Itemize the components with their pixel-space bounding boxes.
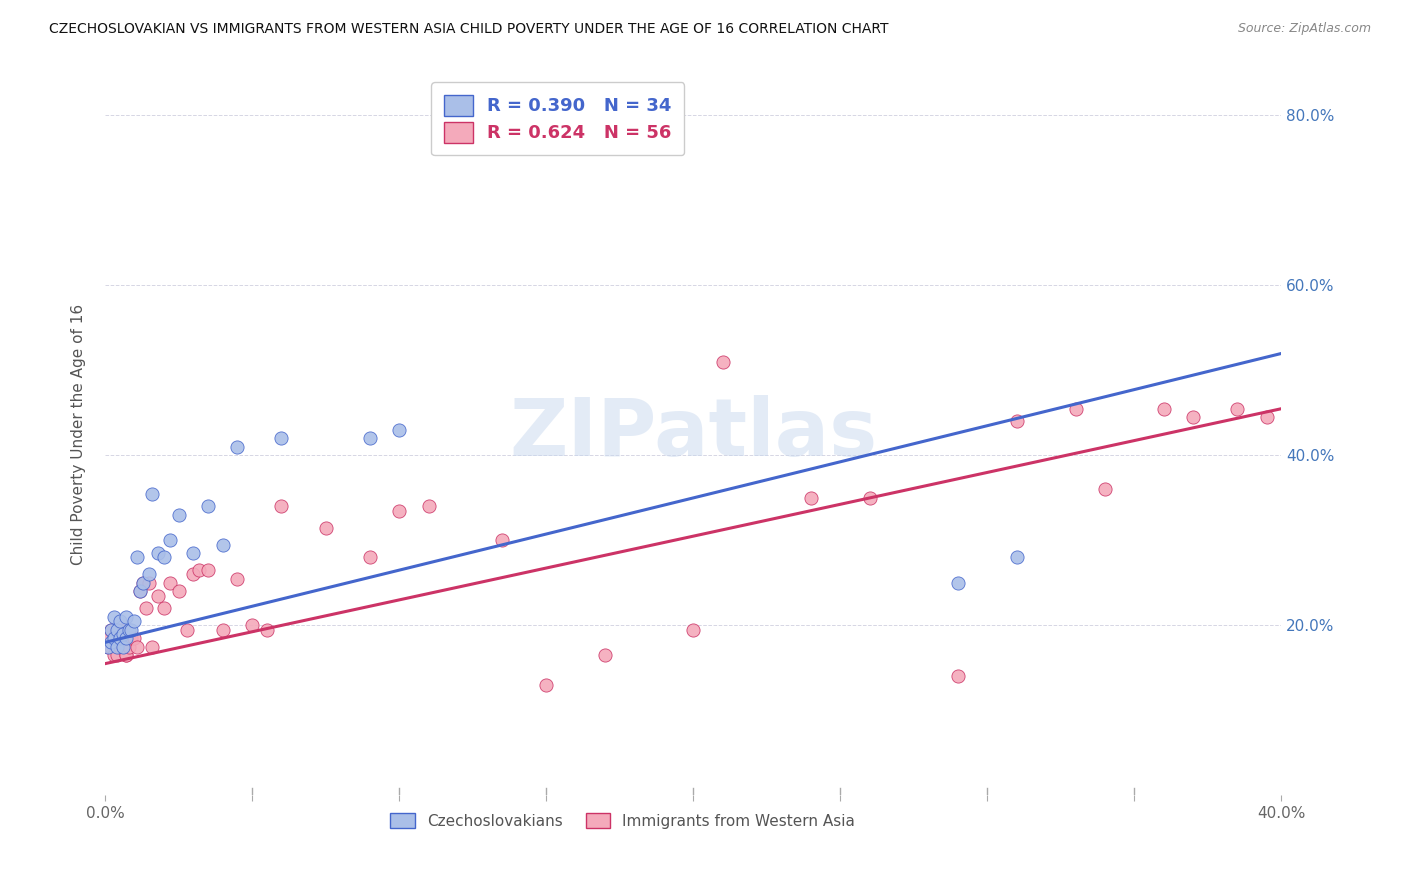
Point	[859, 491, 882, 505]
Point	[124, 631, 146, 645]
Point	[181, 567, 204, 582]
Point	[127, 550, 149, 565]
Point	[418, 500, 440, 514]
Point	[1005, 414, 1028, 428]
Point	[117, 631, 139, 645]
Point	[211, 538, 233, 552]
Point	[197, 500, 219, 514]
Point	[240, 618, 263, 632]
Point	[1064, 401, 1087, 416]
Point	[534, 678, 557, 692]
Point	[359, 432, 381, 446]
Point	[100, 635, 122, 649]
Point	[946, 575, 969, 590]
Point	[114, 610, 136, 624]
Point	[120, 631, 142, 645]
Point	[108, 640, 131, 654]
Point	[176, 623, 198, 637]
Text: ZIPatlas: ZIPatlas	[509, 395, 877, 473]
Point	[270, 432, 292, 446]
Point	[141, 486, 163, 500]
Point	[111, 627, 134, 641]
Point	[103, 610, 125, 624]
Text: CZECHOSLOVAKIAN VS IMMIGRANTS FROM WESTERN ASIA CHILD POVERTY UNDER THE AGE OF 1: CZECHOSLOVAKIAN VS IMMIGRANTS FROM WESTE…	[49, 22, 889, 37]
Point	[105, 640, 128, 654]
Point	[711, 355, 734, 369]
Point	[105, 648, 128, 662]
Point	[100, 640, 122, 654]
Point	[167, 508, 190, 522]
Point	[226, 572, 249, 586]
Point	[124, 614, 146, 628]
Point	[97, 640, 120, 654]
Point	[100, 623, 122, 637]
Point	[108, 623, 131, 637]
Point	[315, 521, 337, 535]
Point	[117, 623, 139, 637]
Point	[111, 640, 134, 654]
Point	[138, 575, 160, 590]
Point	[138, 567, 160, 582]
Point	[120, 623, 142, 637]
Point	[111, 640, 134, 654]
Point	[153, 550, 176, 565]
Point	[114, 648, 136, 662]
Point	[127, 640, 149, 654]
Point	[129, 584, 152, 599]
Point	[1226, 401, 1249, 416]
Point	[135, 601, 157, 615]
Point	[359, 550, 381, 565]
Point	[593, 648, 616, 662]
Point	[108, 631, 131, 645]
Point	[1182, 410, 1205, 425]
Point	[491, 533, 513, 548]
Point	[132, 575, 155, 590]
Point	[181, 546, 204, 560]
Point	[132, 575, 155, 590]
Point	[388, 423, 411, 437]
Point	[682, 623, 704, 637]
Point	[197, 563, 219, 577]
Point	[146, 546, 169, 560]
Point	[1094, 483, 1116, 497]
Point	[117, 640, 139, 654]
Point	[129, 584, 152, 599]
Point	[153, 601, 176, 615]
Point	[114, 631, 136, 645]
Point	[188, 563, 211, 577]
Point	[97, 640, 120, 654]
Point	[159, 533, 181, 548]
Point	[226, 440, 249, 454]
Point	[103, 631, 125, 645]
Legend: Czechoslovakians, Immigrants from Western Asia: Czechoslovakians, Immigrants from Wester…	[384, 806, 860, 835]
Point	[105, 623, 128, 637]
Point	[270, 500, 292, 514]
Point	[211, 623, 233, 637]
Point	[1256, 410, 1278, 425]
Point	[800, 491, 823, 505]
Point	[1153, 401, 1175, 416]
Point	[388, 504, 411, 518]
Point	[111, 640, 134, 654]
Point	[105, 631, 128, 645]
Point	[103, 631, 125, 645]
Y-axis label: Child Poverty Under the Age of 16: Child Poverty Under the Age of 16	[72, 303, 86, 565]
Point	[146, 589, 169, 603]
Point	[141, 640, 163, 654]
Point	[1005, 550, 1028, 565]
Point	[167, 584, 190, 599]
Text: Source: ZipAtlas.com: Source: ZipAtlas.com	[1237, 22, 1371, 36]
Point	[256, 623, 278, 637]
Point	[159, 575, 181, 590]
Point	[114, 648, 136, 662]
Point	[103, 648, 125, 662]
Point	[108, 614, 131, 628]
Point	[946, 669, 969, 683]
Point	[100, 623, 122, 637]
Point	[97, 631, 120, 645]
